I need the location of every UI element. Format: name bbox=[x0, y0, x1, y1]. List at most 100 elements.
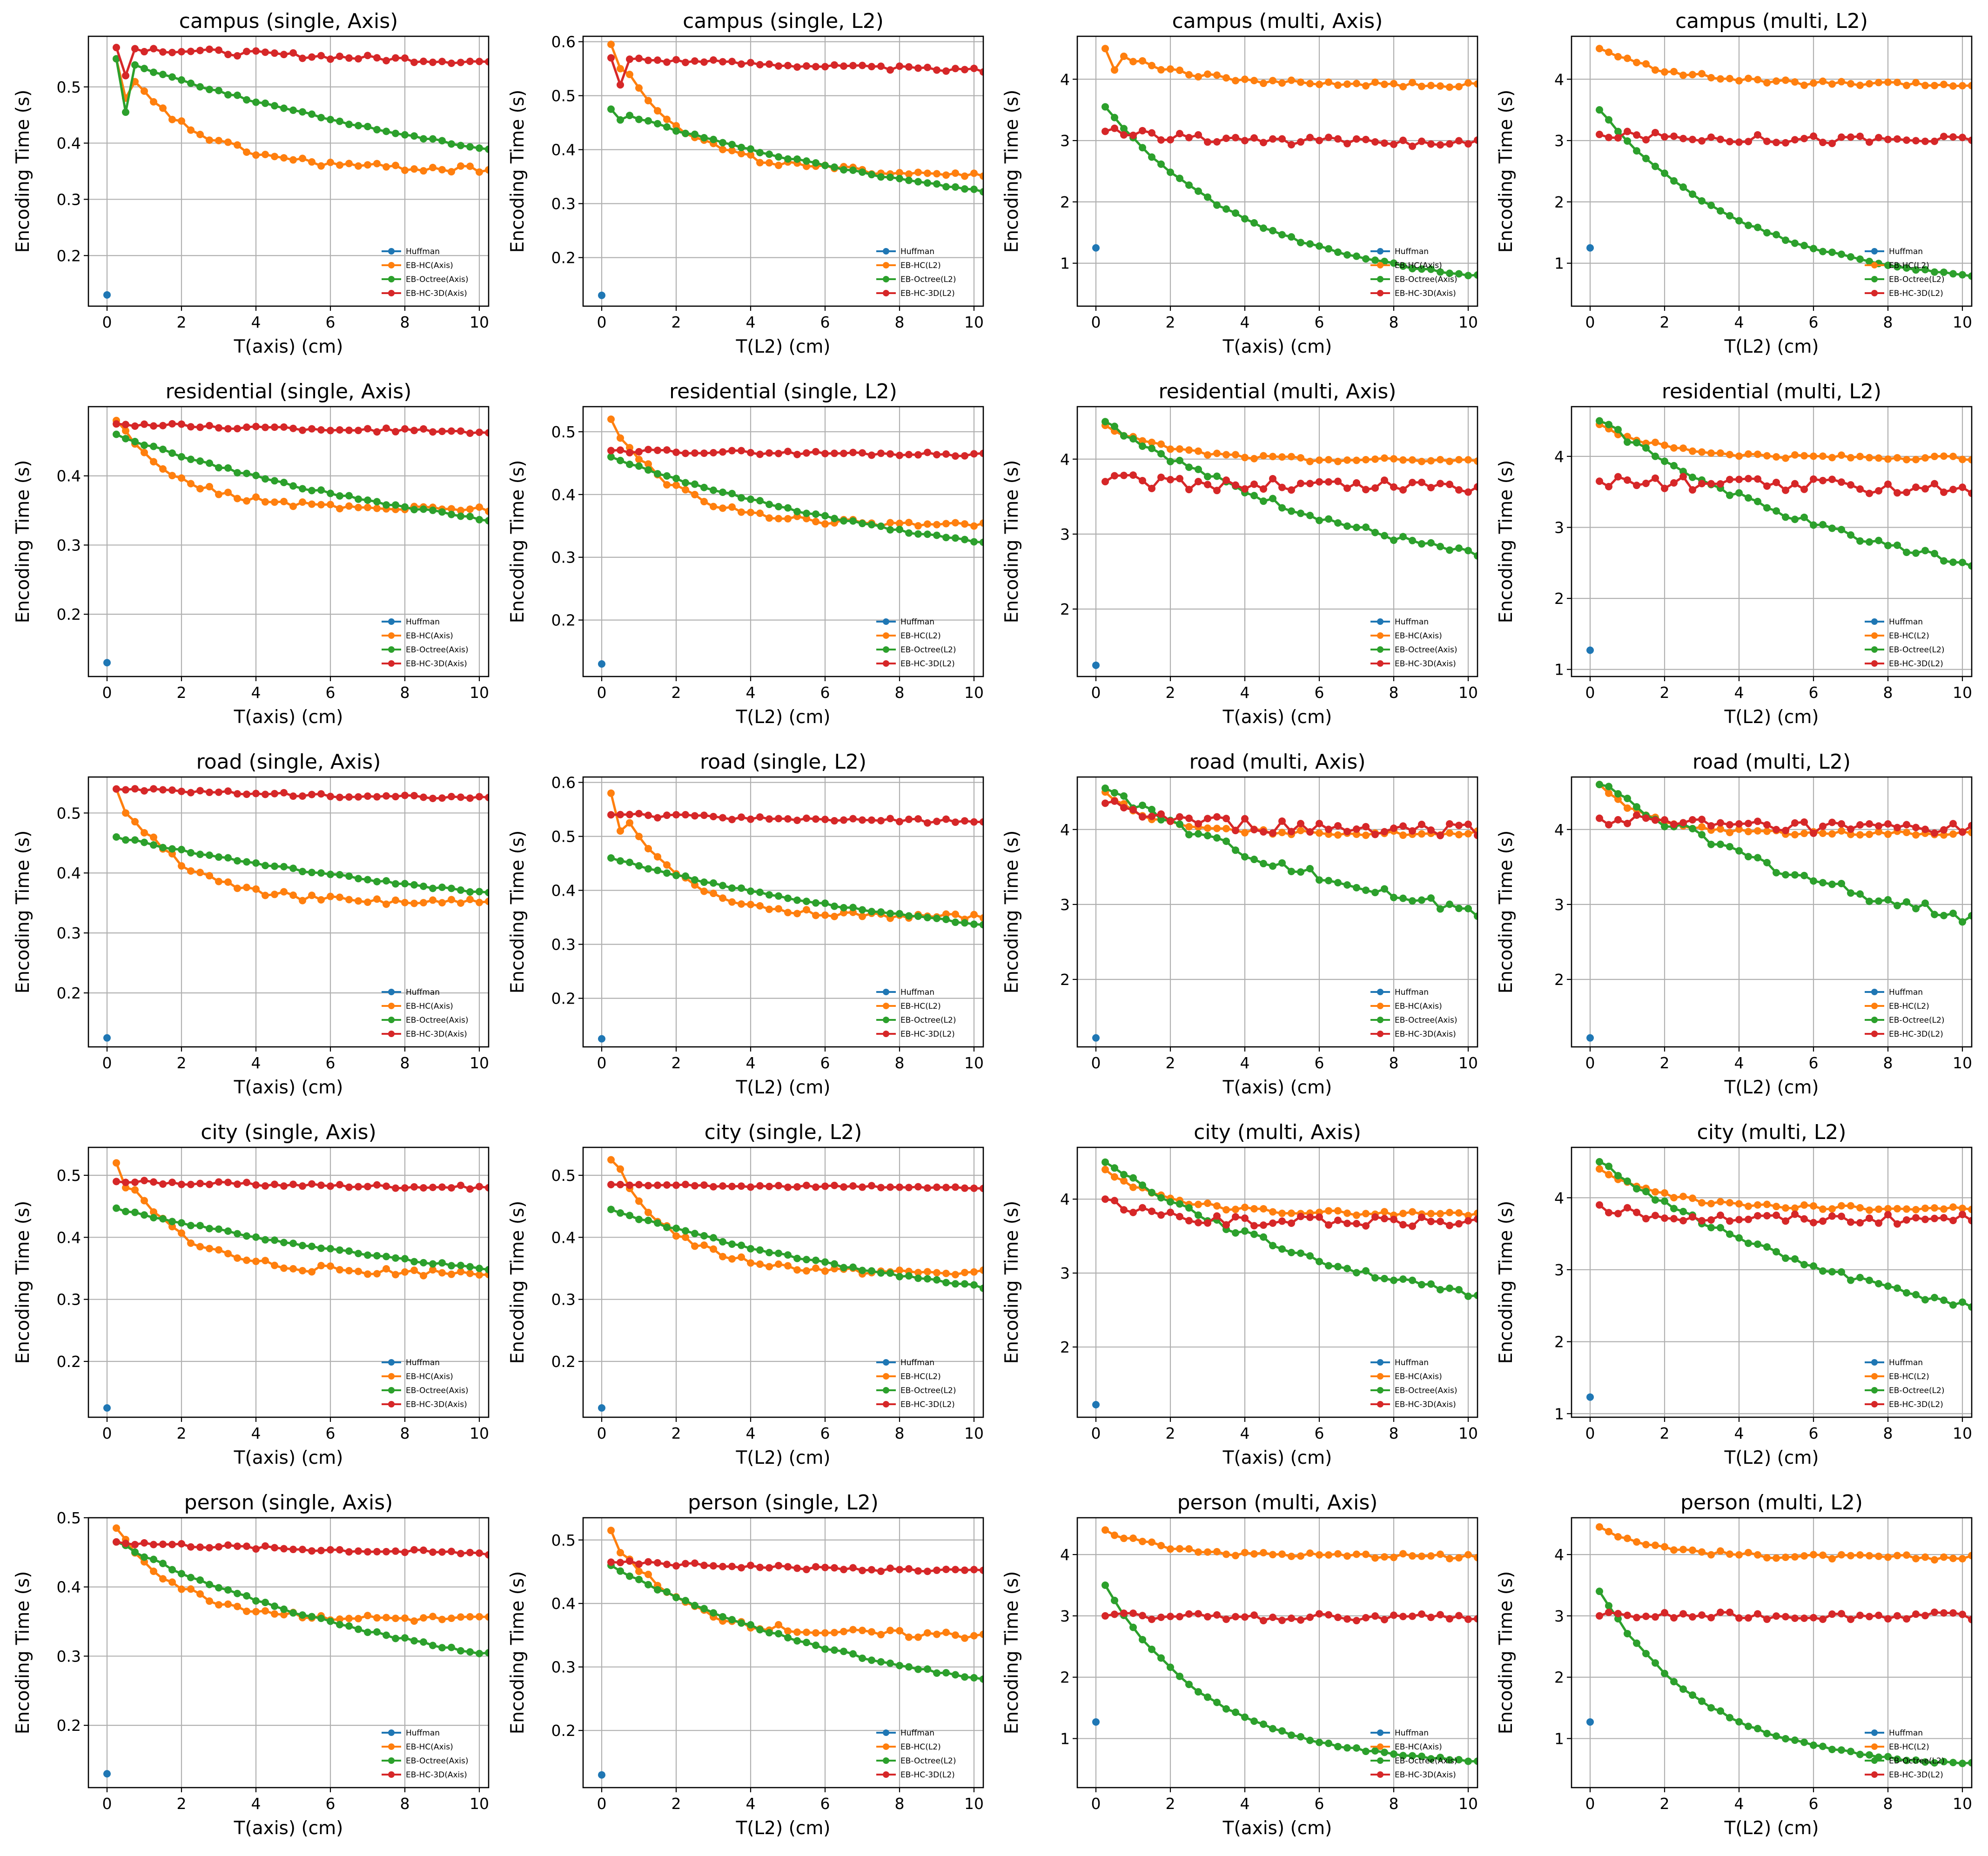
data-point bbox=[1371, 78, 1379, 86]
x-tick-label: 8 bbox=[895, 683, 905, 702]
legend: HuffmanEB-HC(Axis)EB-Octree(Axis)EB-HC-3… bbox=[382, 247, 468, 298]
data-point bbox=[700, 811, 708, 819]
data-point bbox=[448, 896, 455, 904]
data-point bbox=[317, 896, 325, 904]
data-point bbox=[476, 1613, 483, 1621]
data-point bbox=[1353, 831, 1360, 838]
data-point bbox=[1120, 432, 1128, 440]
data-point bbox=[1316, 516, 1323, 524]
subplot-title: city (multi, L2) bbox=[1697, 1120, 1847, 1144]
data-point bbox=[1446, 481, 1453, 489]
data-point bbox=[970, 1632, 978, 1640]
data-point bbox=[1297, 820, 1304, 828]
data-point bbox=[1596, 1158, 1603, 1166]
data-point bbox=[868, 521, 875, 529]
data-point bbox=[364, 792, 371, 800]
data-point bbox=[719, 814, 726, 822]
data-point bbox=[1409, 1208, 1416, 1216]
data-point bbox=[187, 423, 195, 431]
data-point bbox=[429, 164, 437, 172]
data-point bbox=[289, 424, 297, 432]
data-point bbox=[289, 49, 297, 57]
data-point bbox=[1297, 868, 1304, 876]
legend: HuffmanEB-HC(Axis)EB-Octree(Axis)EB-HC-3… bbox=[382, 1729, 468, 1780]
data-point bbox=[821, 1645, 829, 1653]
data-point bbox=[187, 456, 195, 463]
data-point bbox=[1353, 1219, 1360, 1227]
data-point bbox=[1698, 1548, 1706, 1556]
series-EB-Octree(Axis) bbox=[1101, 103, 1478, 280]
data-point bbox=[448, 1643, 455, 1651]
data-point bbox=[877, 173, 885, 181]
data-point bbox=[466, 57, 474, 65]
data-point bbox=[635, 456, 643, 463]
data-point bbox=[1427, 1614, 1435, 1621]
data-point bbox=[1260, 485, 1267, 493]
data-point bbox=[1726, 821, 1733, 829]
series-EB-HC(Axis) bbox=[1101, 1526, 1478, 1562]
y-tick-label: 0.3 bbox=[57, 190, 81, 208]
data-point bbox=[1278, 817, 1286, 825]
data-point bbox=[1605, 821, 1612, 829]
data-point bbox=[1791, 480, 1799, 488]
data-point bbox=[1297, 509, 1304, 517]
data-point bbox=[942, 1628, 950, 1636]
y-axis-label: Encoding Time (s) bbox=[1496, 1201, 1517, 1364]
data-point bbox=[410, 506, 418, 514]
data-point bbox=[150, 833, 157, 841]
series-EB-Octree(L2) bbox=[1596, 417, 1972, 570]
data-point bbox=[635, 84, 643, 92]
data-point bbox=[1884, 455, 1892, 463]
data-point bbox=[738, 1241, 745, 1249]
data-point bbox=[1624, 1630, 1631, 1638]
data-point bbox=[812, 510, 819, 518]
data-point bbox=[1745, 1548, 1752, 1556]
data-point bbox=[1642, 1215, 1650, 1223]
data-point bbox=[1791, 78, 1799, 86]
data-point bbox=[1306, 1549, 1314, 1557]
x-tick-label: 4 bbox=[1240, 1054, 1250, 1072]
x-tick-label: 2 bbox=[177, 1424, 187, 1442]
legend-swatch-marker bbox=[883, 1017, 889, 1023]
legend-label: EB-HC(Axis) bbox=[1395, 1372, 1442, 1381]
data-point bbox=[1800, 830, 1808, 838]
series-line bbox=[1598, 783, 1972, 923]
data-point bbox=[1222, 815, 1230, 823]
data-point bbox=[1381, 1553, 1388, 1561]
data-point bbox=[187, 867, 195, 875]
data-point bbox=[849, 1263, 857, 1271]
data-point bbox=[747, 151, 754, 159]
data-point bbox=[933, 521, 940, 529]
data-point bbox=[1624, 1177, 1631, 1185]
data-point bbox=[364, 876, 371, 884]
data-point bbox=[756, 888, 764, 896]
data-point bbox=[1763, 1212, 1771, 1219]
data-point bbox=[1931, 1204, 1938, 1212]
x-tick-label: 10 bbox=[1953, 1424, 1972, 1442]
data-point bbox=[942, 1184, 950, 1192]
data-point bbox=[1278, 859, 1286, 867]
data-point bbox=[719, 1562, 726, 1570]
data-point bbox=[952, 183, 959, 191]
data-point bbox=[187, 789, 195, 797]
data-point bbox=[271, 1261, 278, 1269]
data-point bbox=[1157, 1211, 1165, 1219]
y-tick-label: 3 bbox=[1060, 525, 1070, 543]
data-point bbox=[476, 503, 483, 511]
data-point bbox=[654, 470, 661, 478]
data-point bbox=[289, 1180, 297, 1188]
data-point bbox=[1464, 488, 1472, 496]
data-point bbox=[1735, 1200, 1743, 1208]
data-point bbox=[849, 1182, 857, 1190]
data-point bbox=[457, 507, 464, 515]
data-point bbox=[178, 862, 185, 870]
data-point bbox=[1624, 476, 1631, 484]
data-point bbox=[1586, 646, 1594, 654]
data-point bbox=[1940, 1758, 1948, 1766]
data-point bbox=[1912, 1554, 1920, 1562]
legend-swatch-marker bbox=[1377, 646, 1384, 653]
data-point bbox=[719, 139, 726, 147]
legend-label: EB-HC-3D(Axis) bbox=[406, 1770, 467, 1780]
data-point bbox=[1325, 78, 1332, 86]
data-point bbox=[1120, 131, 1128, 139]
